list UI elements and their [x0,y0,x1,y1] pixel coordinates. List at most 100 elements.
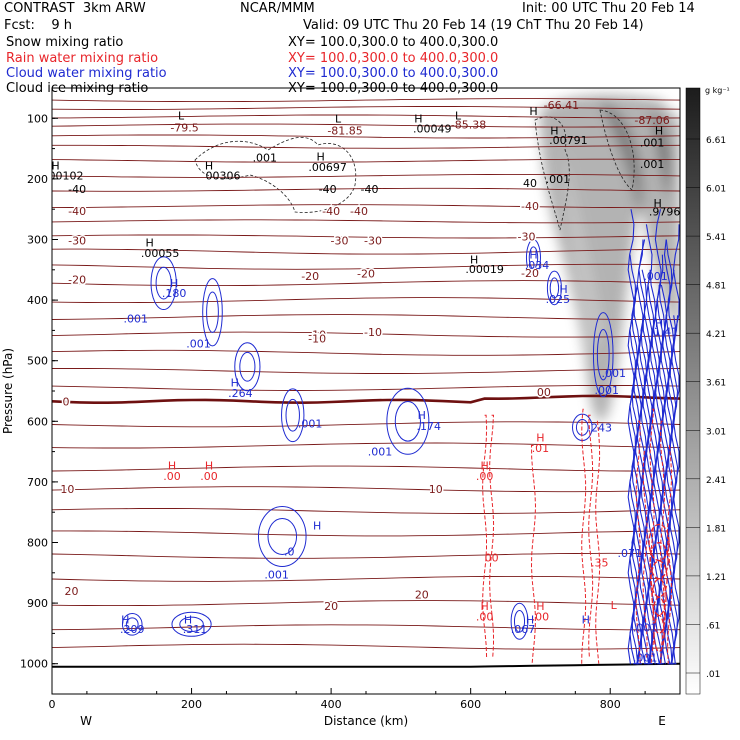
x-tick-label: 400 [321,698,342,711]
x-tick-label: 200 [181,698,202,711]
colorbar-label: 4.21 [706,330,726,340]
y-tick-label: 800 [27,537,48,550]
isotherm-line [52,421,680,428]
isotherm-line [52,624,680,631]
snow-label: H [51,160,59,173]
snow-label: .001 [546,173,571,186]
colorbar-label: 4.81 [706,282,726,292]
snow-label: .00019 [465,263,504,276]
isotherm-label: 20 [324,600,338,613]
cloud-water-contour [592,312,614,398]
rain-contour [588,414,594,658]
rain-contour [482,414,488,658]
cloud-water-contour [267,517,298,555]
rain-contour [652,596,666,634]
snow-label: H [317,150,325,163]
cloud-water-contour [575,418,589,436]
snow-label: .00697 [308,161,347,174]
isotherm-label: -30 [68,235,86,248]
cloud-water-contour [202,278,223,347]
field-xy-snow: XY= 100.0,300.0 to 400.0,300.0 [288,35,499,50]
isotherm-label: -30 [331,235,349,248]
rain-label: H [480,600,488,613]
isotherm-label: -20 [521,267,539,280]
rain-contour [660,420,666,664]
cloud-water-contour [513,609,526,633]
isotherm-label: -40 [68,205,86,218]
isotherm-line [52,158,680,163]
snow-label: 40 [523,177,537,190]
snow-label: L [455,109,462,122]
cloud-water-contour [179,616,204,633]
cloud-water-contour [645,224,653,665]
colorbar-label: .01 [706,670,720,680]
cloud-water-label: .001 [594,384,619,397]
snow-label: H [529,105,537,118]
isotherm-line [52,114,680,119]
isotherm-label: -30 [518,230,536,243]
cloud-water-label: .001 [368,446,393,459]
rain-contour [595,420,601,664]
cloud-water-label: H [184,613,192,626]
rain-label: H [536,432,544,445]
rain-contour [581,408,587,664]
cloud-water-contour [627,209,635,665]
isotherm-line [52,486,680,493]
isotherm-label: 10 [60,483,74,496]
header-center: NCAR/MMM [240,1,315,16]
header-valid: Valid: 09 UTC Thu 20 Feb 14 (19 ChT Thu … [303,18,644,33]
isotherm-label: -40 [322,205,340,218]
snow-label: .001 [640,137,665,150]
cloud-water-contour [631,284,639,665]
cloud-water-label: H [121,613,129,626]
cloud-water-label: H [170,277,178,290]
y-tick-label: 400 [27,294,48,307]
isotherm-line [52,643,680,650]
cloud-water-contour [549,277,560,299]
cloud-water-contours [121,209,680,665]
snow-label: -40 [68,183,86,196]
rain-contour [489,414,495,658]
cloud-water-contour [234,342,261,392]
cloud-water-label: .001 [633,621,658,634]
isotherm-line [52,331,680,338]
snow-label: L [335,112,342,125]
snow-label: .9796 [649,206,681,219]
field-xy-rain: XY= 100.0,300.0 to 400.0,300.0 [288,51,499,66]
rain-label: .35 [591,556,609,569]
cloud-water-contour [510,602,529,640]
isotherm-label: 20 [65,585,79,598]
cloud-water-label: H [418,409,426,422]
cloud-water-label: .0 [284,546,295,559]
isotherm-label: -40 [350,205,368,218]
isotherm-line [52,144,680,149]
rain-label: .00 [200,470,218,483]
snow-label: H [205,160,213,173]
cloud-water-contour [171,611,212,637]
snow-label: L [178,109,185,122]
colorbar-label: .61 [706,621,720,631]
x-tick-label: 600 [460,698,481,711]
y-tick-label: 1000 [20,658,48,671]
cloud-water-label: 1.41 [654,326,679,339]
snow-label: H [414,112,422,125]
rain-contour [653,614,665,653]
isotherm-label: -40 [521,200,539,213]
isotherm-line [52,575,680,582]
cloud-water-contour [660,284,668,665]
snow-label: H [655,124,663,137]
isotherm-label: -81.85 [327,124,362,137]
isotherm-line [52,106,680,110]
rain-contours [482,408,673,664]
snow-label: H [550,124,558,137]
header-init: Init: 00 UTC Thu 20 Feb 14 [522,1,695,16]
rain-label: H [205,460,213,473]
x-end-label-east: E [658,714,666,728]
isotherm-label: -10 [308,329,326,342]
isotherm-label: -30 [364,235,382,248]
isotherm-label: -10 [364,326,382,339]
colorbar-label: 3.01 [706,427,726,437]
header-fcst: Fcst: 9 h [4,18,73,33]
rain-contour [530,445,537,664]
isotherm-label: -79.5 [170,121,198,134]
